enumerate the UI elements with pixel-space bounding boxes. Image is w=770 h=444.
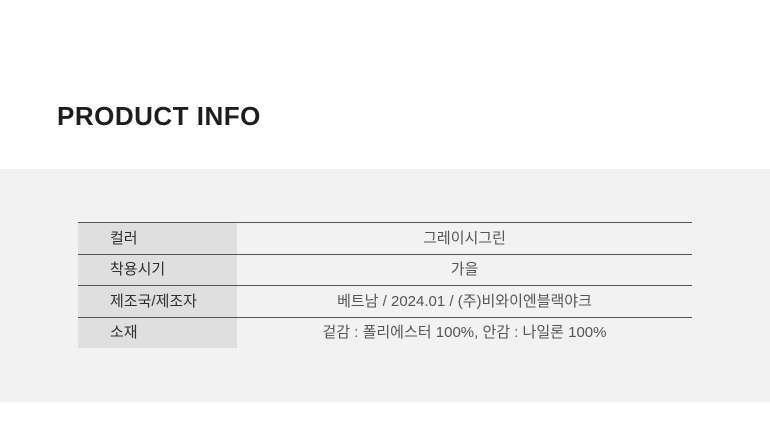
label-cell: 컬러: [78, 223, 237, 254]
label-cell: 제조국/제조자: [78, 286, 237, 317]
row-value: 베트남 / 2024.01 / (주)비와이엔블랙야크: [337, 292, 592, 310]
page-title: PRODUCT INFO: [57, 101, 261, 131]
row-value: 겉감 : 폴리에스터 100%, 안감 : 나일론 100%: [322, 324, 607, 342]
row-value: 가을: [450, 261, 479, 279]
row-label: 소재: [110, 324, 138, 342]
product-info-section: 컬러 그레이시그린 착용시기 가을 제조국/제조자 베트남: [0, 169, 770, 402]
table-row-season: 착용시기 가을: [78, 253, 692, 286]
table-row-manufacturer: 제조국/제조자 베트남 / 2024.01 / (주)비와이엔블랙야크: [78, 285, 692, 317]
value-cell: 베트남 / 2024.01 / (주)비와이엔블랙야크: [237, 286, 692, 317]
row-label: 제조국/제조자: [110, 292, 197, 310]
label-cell: 착용시기: [78, 254, 237, 285]
value-cell: 가을: [237, 255, 692, 286]
row-label: 착용시기: [110, 261, 166, 279]
row-label: 컬러: [110, 229, 138, 247]
value-cell: 그레이시그린: [237, 223, 692, 254]
table-row-color: 컬러 그레이시그린: [78, 222, 692, 254]
label-cell: 소재: [78, 317, 237, 348]
row-value: 그레이시그린: [423, 229, 506, 247]
product-info-table: 컬러 그레이시그린 착용시기 가을 제조국/제조자 베트남: [78, 222, 692, 348]
value-cell: 겉감 : 폴리에스터 100%, 안감 : 나일론 100%: [237, 318, 692, 349]
table-row-material: 소재 겉감 : 폴리에스터 100%, 안감 : 나일론 100%: [78, 316, 692, 349]
